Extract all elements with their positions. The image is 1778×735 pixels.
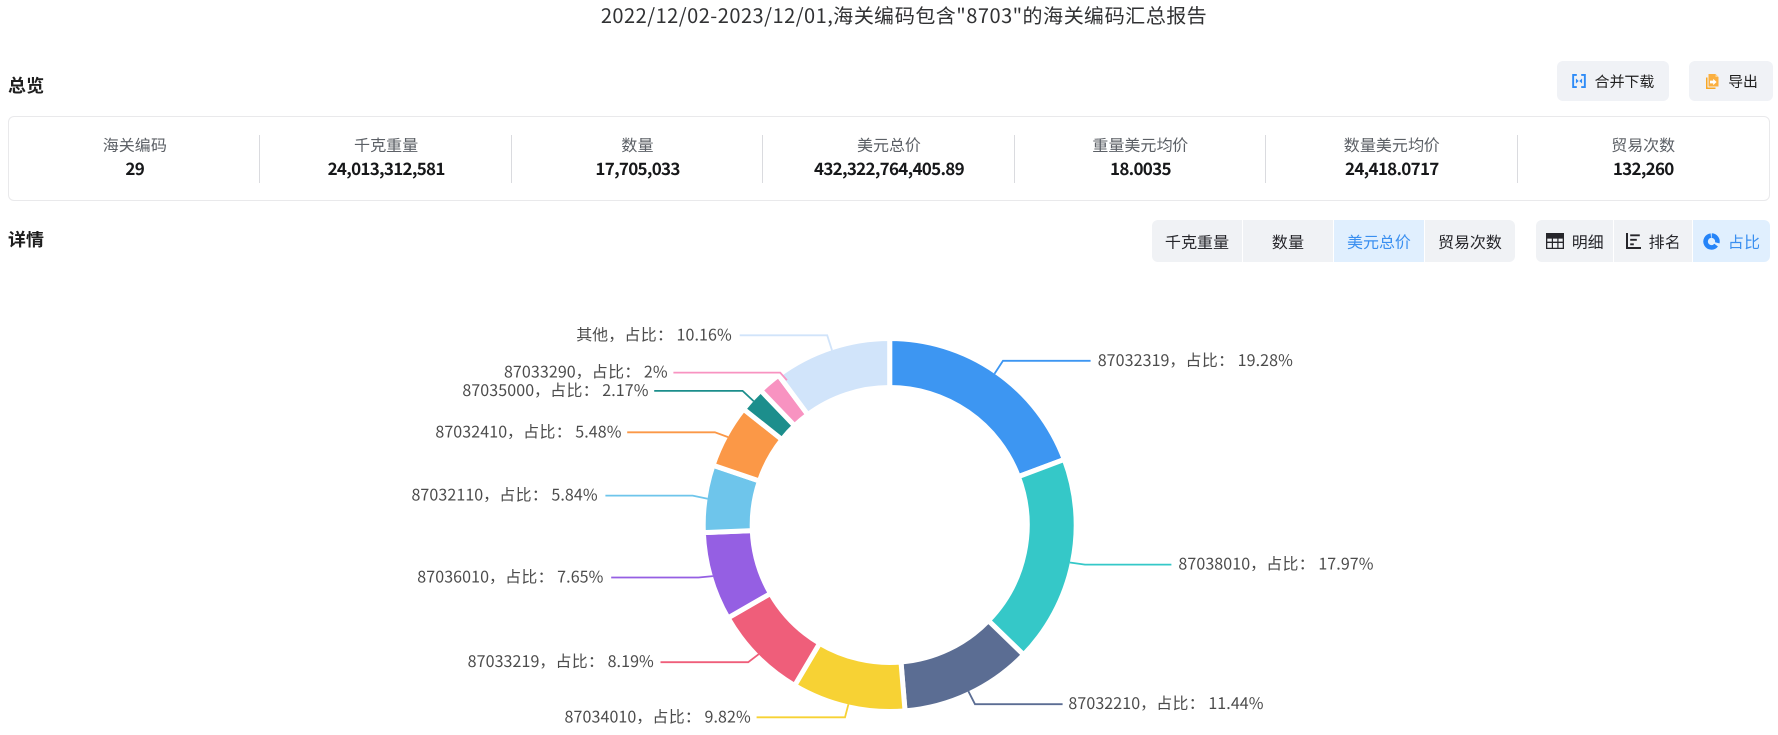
svg-text:87033290，占比： 2%: 87033290，占比： 2% (504, 359, 668, 383)
svg-text:87036010，占比： 7.65%: 87036010，占比： 7.65% (417, 564, 603, 588)
svg-text:87033219，占比： 8.19%: 87033219，占比： 8.19% (468, 648, 654, 672)
svg-text:87038010，占比： 17.97%: 87038010，占比： 17.97% (1178, 551, 1373, 575)
svg-text:其他，占比： 10.16%: 其他，占比： 10.16% (576, 321, 732, 345)
svg-text:87032210，占比： 11.44%: 87032210，占比： 11.44% (1068, 690, 1263, 714)
svg-text:87034010，占比： 9.82%: 87034010，占比： 9.82% (565, 703, 751, 727)
svg-text:87032319，占比： 19.28%: 87032319，占比： 19.28% (1098, 347, 1293, 371)
svg-text:87035000，占比： 2.17%: 87035000，占比： 2.17% (462, 377, 648, 401)
svg-text:87032110，占比： 5.84%: 87032110，占比： 5.84% (411, 482, 597, 506)
svg-text:87032410，占比： 5.48%: 87032410，占比： 5.48% (435, 418, 621, 442)
